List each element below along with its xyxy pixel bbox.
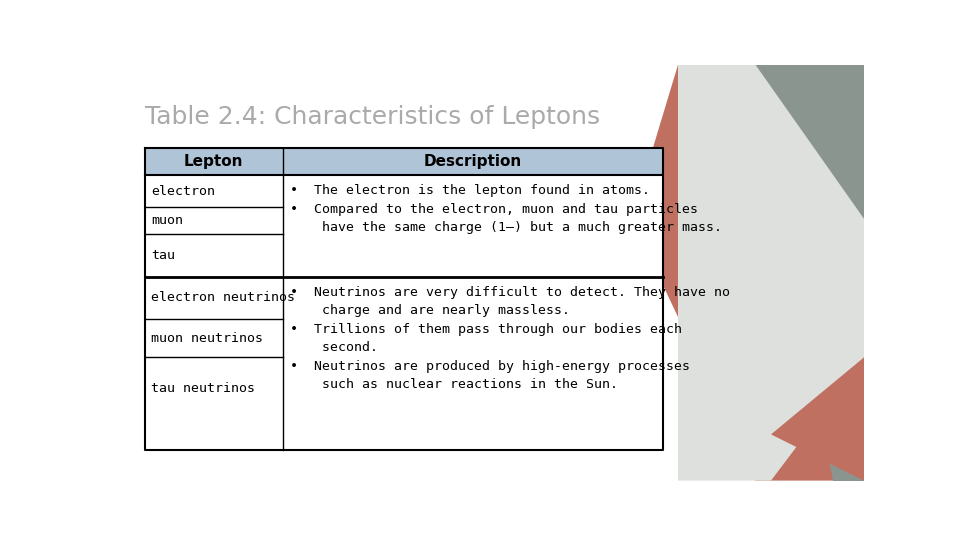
Polygon shape — [678, 65, 864, 481]
Text: •  The electron is the lepton found in atoms.
•  Compared to the electron, muon : • The electron is the lepton found in at… — [291, 184, 723, 234]
Polygon shape — [632, 65, 864, 481]
Bar — [145, 148, 662, 450]
Text: •  Neutrinos are very difficult to detect. They have no
    charge and are nearl: • Neutrinos are very difficult to detect… — [291, 286, 731, 392]
Text: electron neutrinos: electron neutrinos — [151, 291, 295, 304]
Text: Lepton: Lepton — [184, 154, 244, 169]
Bar — [145, 148, 662, 175]
Polygon shape — [756, 65, 864, 481]
Text: muon neutrinos: muon neutrinos — [151, 332, 263, 345]
Text: Table 2.4: Characteristics of Leptons: Table 2.4: Characteristics of Leptons — [145, 105, 600, 129]
Text: tau: tau — [151, 249, 175, 262]
Text: electron: electron — [151, 185, 215, 198]
Polygon shape — [771, 357, 864, 481]
Text: tau neutrinos: tau neutrinos — [151, 382, 255, 395]
Text: muon: muon — [151, 214, 183, 227]
Text: Description: Description — [423, 154, 521, 169]
